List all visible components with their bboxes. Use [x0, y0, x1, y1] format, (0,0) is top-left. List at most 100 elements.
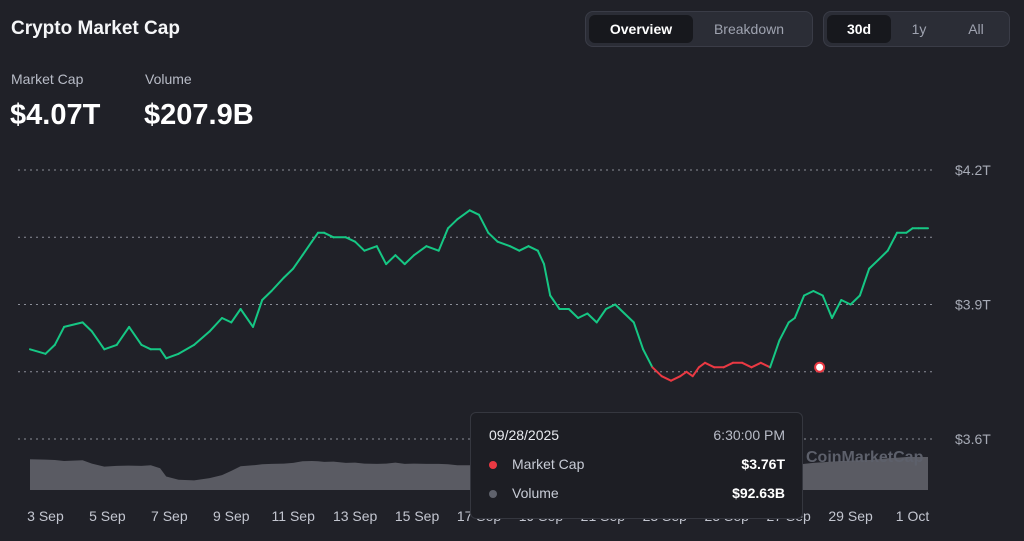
- line-segment-2: [53, 325, 66, 346]
- line-segment-83: [840, 299, 852, 306]
- line-segment-56: [605, 303, 617, 310]
- line-segment-15: [208, 317, 223, 333]
- line-segment-58: [623, 312, 635, 324]
- x-tick-label-5: 13 Sep: [333, 508, 378, 524]
- line-segment-78: [793, 294, 806, 319]
- line-segment-3: [63, 321, 84, 328]
- line-segment-0: [29, 348, 47, 355]
- tooltip-market-cap-label: Market Cap: [512, 456, 585, 472]
- market-cap-label: Market Cap: [11, 71, 84, 87]
- line-segment-31: [363, 245, 378, 252]
- line-segment-68: [704, 361, 716, 369]
- line-segment-53: [577, 312, 589, 319]
- line-segment-77: [787, 317, 796, 324]
- tab-overview[interactable]: Overview: [589, 15, 693, 43]
- y-tick-label-0: $4.2T: [955, 162, 991, 178]
- line-segment-64: [679, 370, 688, 378]
- x-tick-label-2: 7 Sep: [151, 508, 188, 524]
- line-segment-72: [741, 361, 753, 369]
- line-segment-80: [812, 290, 824, 297]
- line-segment-9: [140, 343, 152, 351]
- line-segment-29: [344, 236, 357, 243]
- line-segment-79: [803, 290, 815, 297]
- x-tick-label-13: 29 Sep: [828, 508, 873, 524]
- line-segment-90: [905, 227, 914, 234]
- tooltip-market-cap-value: $3.76T: [741, 456, 785, 472]
- line-segment-32: [375, 245, 388, 266]
- line-segment-70: [722, 361, 734, 369]
- range-30d[interactable]: 30d: [827, 15, 891, 43]
- tooltip-volume-value: $92.63B: [732, 485, 785, 501]
- line-segment-7: [115, 325, 131, 346]
- volume-dot-icon: [489, 490, 497, 498]
- x-tick-label-4: 11 Sep: [272, 508, 316, 524]
- line-segment-45: [509, 245, 521, 252]
- line-segment-76: [778, 321, 790, 342]
- x-tick-label-14: 1 Oct: [896, 508, 930, 524]
- line-segment-20: [261, 290, 273, 301]
- hover-marker: [814, 361, 826, 373]
- line-segment-19: [252, 299, 264, 328]
- line-segment-52: [567, 308, 580, 319]
- line-segment-82: [831, 299, 843, 319]
- line-segment-27: [323, 231, 335, 239]
- line-segment-42: [478, 213, 490, 234]
- line-segment-48: [536, 249, 545, 266]
- tab-breakdown[interactable]: Breakdown: [713, 21, 785, 37]
- range-all[interactable]: All: [968, 21, 984, 37]
- x-tick-label-3: 9 Sep: [213, 508, 250, 524]
- line-segment-44: [496, 240, 511, 248]
- line-segment-85: [858, 267, 871, 297]
- line-segment-66: [691, 366, 700, 378]
- market-cap-dot-icon: [489, 461, 497, 469]
- line-segment-37: [425, 245, 440, 252]
- line-segment-34: [394, 254, 406, 266]
- line-segment-43: [487, 231, 499, 243]
- line-segment-73: [750, 361, 762, 369]
- x-tick-label-6: 15 Sep: [395, 508, 440, 524]
- line-segment-30: [354, 240, 366, 252]
- line-segment-65: [685, 370, 694, 378]
- line-segment-50: [549, 294, 561, 310]
- line-segment-81: [821, 294, 833, 319]
- chart-tooltip: 09/28/2025 6:30:00 PM Market Cap $3.76T …: [470, 412, 803, 519]
- line-segment-41: [468, 209, 480, 216]
- line-segment-75: [769, 339, 781, 369]
- line-segment-35: [403, 254, 415, 266]
- y-tick-label-1: $3.9T: [955, 297, 991, 313]
- tooltip-time: 6:30:00 PM: [713, 427, 785, 443]
- line-segment-49: [543, 263, 552, 297]
- line-segment-38: [437, 227, 449, 252]
- line-segment-17: [230, 308, 242, 324]
- line-segment-88: [886, 231, 898, 252]
- line-segment-24: [301, 240, 313, 257]
- line-segment-86: [868, 258, 880, 270]
- line-segment-63: [670, 375, 682, 382]
- line-segment-18: [239, 308, 254, 328]
- line-segment-74: [759, 361, 772, 369]
- line-segment-62: [660, 375, 672, 382]
- line-segment-1: [44, 343, 56, 355]
- market-cap-line: [29, 209, 929, 382]
- line-segment-47: [527, 245, 539, 252]
- tooltip-row-volume: Volume $92.63B: [489, 485, 785, 503]
- line-segment-39: [447, 218, 459, 230]
- tooltip-row-market-cap: Market Cap $3.76T: [489, 456, 785, 474]
- hover-marker-layer: [814, 361, 826, 373]
- y-axis-labels: $4.2T $3.9T $3.6T: [955, 162, 991, 447]
- line-segment-14: [193, 330, 211, 346]
- line-segment-33: [385, 254, 397, 266]
- line-segment-23: [292, 254, 304, 270]
- line-segment-67: [697, 361, 706, 369]
- line-segment-22: [282, 267, 295, 279]
- line-segment-25: [310, 231, 319, 243]
- line-segment-46: [518, 245, 530, 252]
- view-toggle: Overview Breakdown: [585, 11, 813, 47]
- line-segment-57: [614, 303, 626, 315]
- range-1y[interactable]: 1y: [911, 21, 927, 37]
- line-segment-13: [177, 343, 196, 355]
- gridlines: [18, 169, 936, 440]
- line-segment-84: [849, 294, 861, 306]
- line-segment-6: [103, 343, 118, 351]
- line-segment-55: [595, 308, 607, 324]
